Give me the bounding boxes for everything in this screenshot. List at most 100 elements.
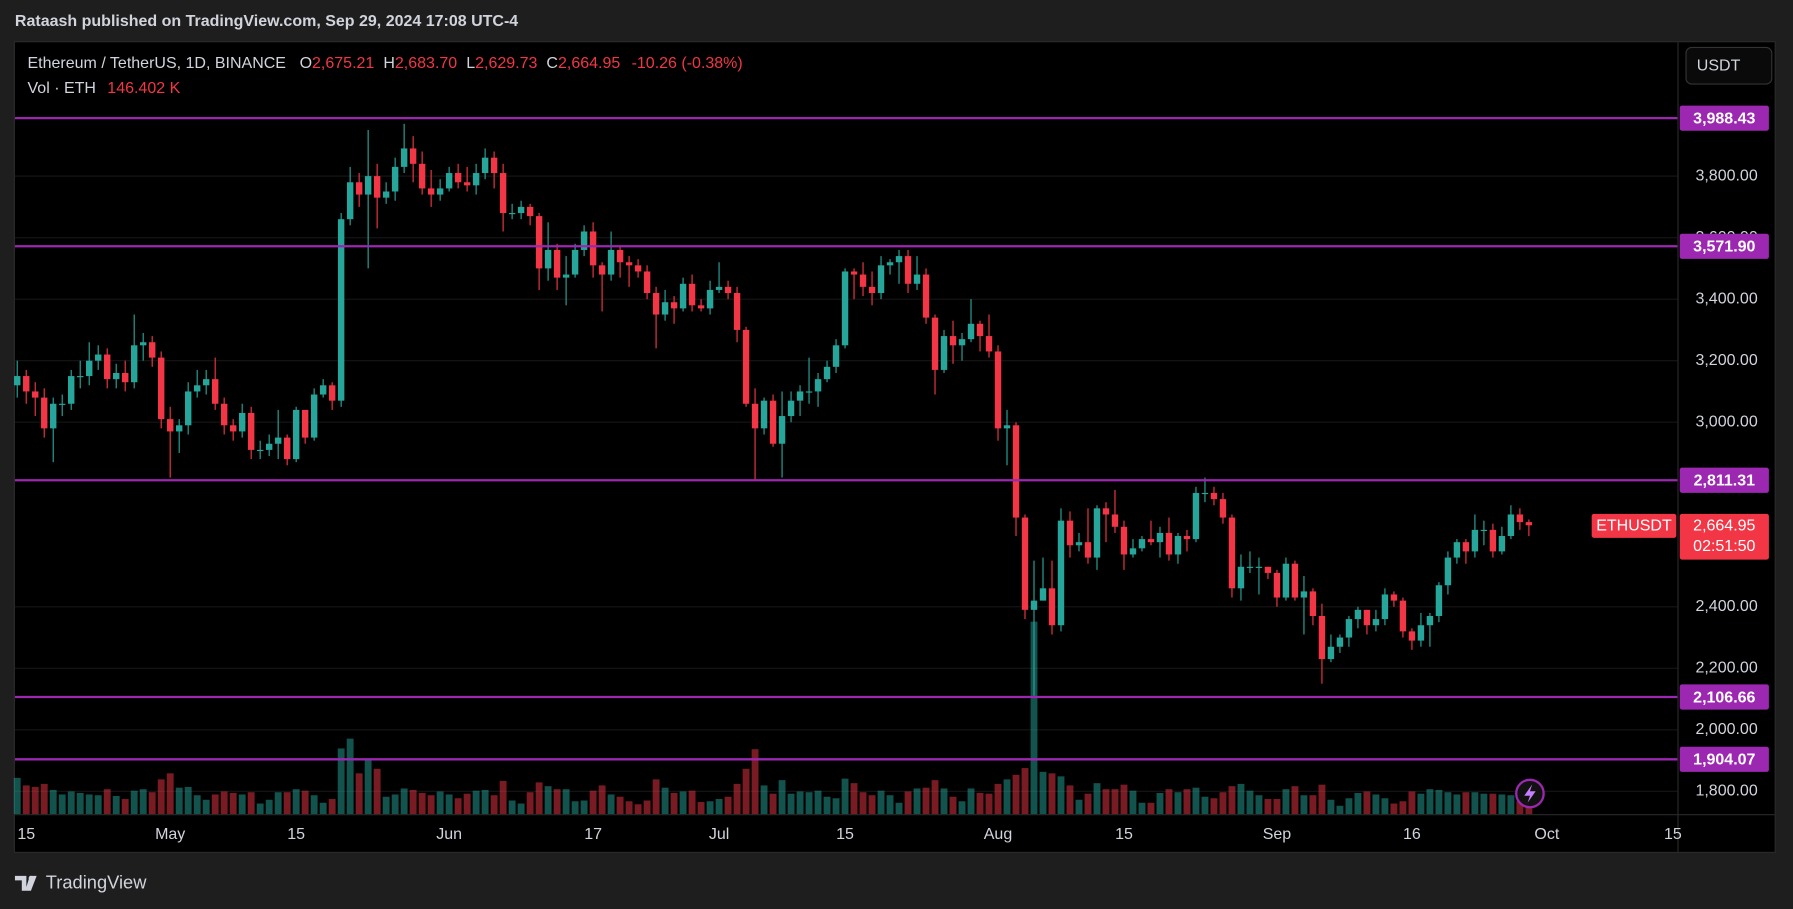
candle-body xyxy=(211,379,219,404)
candle-body xyxy=(1030,600,1038,610)
candle-body xyxy=(1237,566,1245,589)
legend-value: 2,664.95 xyxy=(558,55,620,72)
candle-body xyxy=(499,173,507,214)
volume-bar xyxy=(895,802,903,815)
candle-body xyxy=(95,354,102,361)
brand-icon-dot[interactable] xyxy=(28,875,34,881)
candle-body xyxy=(373,176,381,198)
candle-body xyxy=(1246,566,1254,568)
level-label-box xyxy=(1679,105,1769,131)
candle-body xyxy=(310,394,318,438)
candle-body xyxy=(652,293,660,315)
volume-bar xyxy=(1345,798,1353,815)
candle-body xyxy=(472,173,480,186)
volume-bar xyxy=(517,803,525,815)
candle-body xyxy=(868,286,876,294)
candle-body xyxy=(68,376,75,404)
volume-bar xyxy=(364,759,372,815)
volume-bar xyxy=(391,794,399,815)
candle-body xyxy=(1453,542,1461,558)
candle-body xyxy=(220,403,228,426)
brand-logo[interactable]: TradingView xyxy=(14,872,147,893)
candle-body xyxy=(1084,542,1092,558)
candle-body xyxy=(23,376,30,392)
candle-body xyxy=(544,249,552,269)
volume-bar xyxy=(85,794,93,815)
candle-body xyxy=(1093,508,1101,558)
volume-bar xyxy=(184,786,192,815)
volume-bar xyxy=(1318,784,1326,815)
volume-bar xyxy=(1471,792,1479,815)
currency-button[interactable] xyxy=(1685,46,1773,85)
volume-bar xyxy=(1480,793,1488,815)
volume-bar xyxy=(427,795,435,815)
candle-body xyxy=(616,249,624,263)
candle-body xyxy=(346,182,354,220)
candle-body xyxy=(589,231,597,266)
volume-bar xyxy=(31,786,39,815)
volume-bar xyxy=(724,796,732,815)
volume-bar xyxy=(1525,803,1533,815)
currency-label[interactable]: USDT xyxy=(1697,58,1741,75)
volume-value: 146.402 K xyxy=(107,80,180,97)
volume-bar xyxy=(175,787,183,815)
candle-body xyxy=(1021,517,1029,610)
x-tick-label: Jul xyxy=(709,826,729,843)
volume-bar xyxy=(1066,785,1074,815)
volume-bar xyxy=(1291,786,1299,815)
x-tick-label: 16 xyxy=(1403,826,1421,843)
candle-body xyxy=(86,360,93,377)
candle-body xyxy=(1039,588,1047,601)
volume-bar xyxy=(688,790,696,815)
candle-body xyxy=(1489,529,1497,552)
volume-bar xyxy=(535,782,543,815)
candle-body xyxy=(553,249,561,278)
volume-bar xyxy=(310,795,318,815)
volume-bar xyxy=(1129,790,1137,815)
legend-value: 2,683.70 xyxy=(395,55,457,72)
volume-bar xyxy=(1138,802,1146,815)
volume-bar xyxy=(715,799,723,815)
volume-bar xyxy=(1390,803,1398,815)
price-label: 2,664.95 xyxy=(1693,518,1755,535)
lightning-icon[interactable] xyxy=(1524,784,1536,803)
candle-body xyxy=(1075,542,1083,546)
volume-bar xyxy=(805,792,813,815)
volume-bar xyxy=(409,789,417,815)
volume-bar xyxy=(1012,774,1020,815)
candle-body xyxy=(508,213,516,215)
volume-bar xyxy=(634,804,642,815)
legend-value: 2,675.21 xyxy=(312,55,374,72)
candle-body xyxy=(391,166,399,192)
volume-bar xyxy=(1183,789,1191,815)
candle-body xyxy=(562,274,570,278)
brand-name[interactable]: TradingView xyxy=(46,872,147,893)
volume-bar xyxy=(1264,799,1272,815)
volume-bar xyxy=(121,799,129,815)
y-tick-label: 3,000.00 xyxy=(1695,413,1757,430)
candle-body xyxy=(958,339,966,346)
y-tick-label: 3,200.00 xyxy=(1695,352,1757,369)
volume-bar xyxy=(373,768,381,815)
lightning-button[interactable] xyxy=(1515,778,1545,809)
candle-body xyxy=(949,336,957,346)
y-tick-label: 1,800.00 xyxy=(1695,783,1757,800)
volume-bar xyxy=(1381,798,1389,815)
volume-bar xyxy=(670,792,678,815)
candle-body xyxy=(1435,585,1443,616)
level-label-box xyxy=(1679,684,1769,710)
volume-bar xyxy=(1246,790,1254,815)
volume-bar xyxy=(499,780,507,815)
countdown-label: 02:51:50 xyxy=(1693,538,1755,555)
volume-bar xyxy=(1228,786,1236,815)
candle-body xyxy=(1228,517,1236,589)
volume-bar xyxy=(1327,799,1335,815)
candle-body xyxy=(1498,536,1506,552)
candle-body xyxy=(760,400,768,429)
volume-name: Vol · ETH xyxy=(28,80,96,97)
legend-value: 2,629.73 xyxy=(475,55,537,72)
candle-body xyxy=(796,391,804,401)
candle-body xyxy=(1345,619,1353,638)
candle-body xyxy=(1066,520,1074,546)
